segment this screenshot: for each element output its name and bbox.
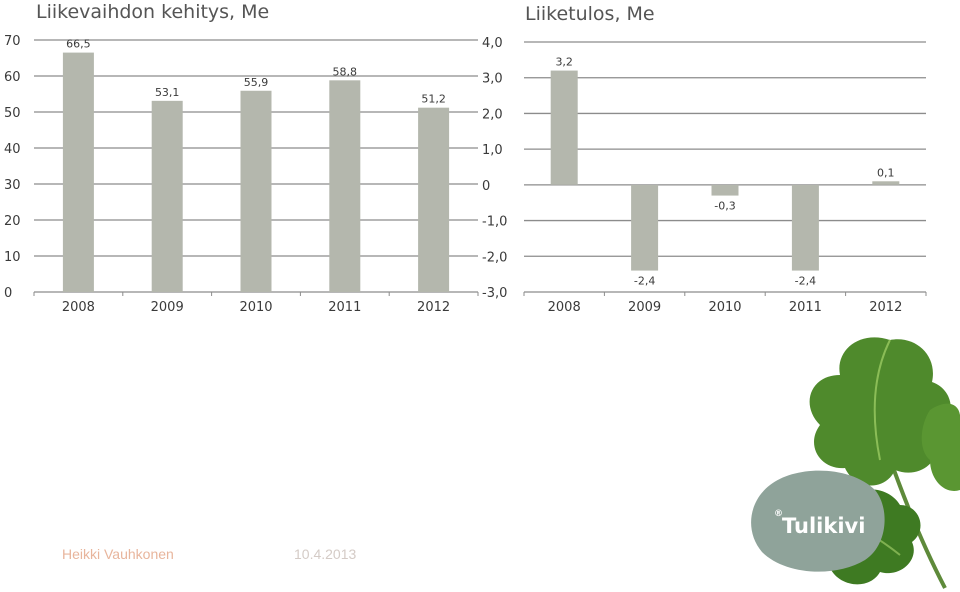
x-tick-label: 2010: [239, 300, 272, 315]
data-label: 51,2: [421, 93, 446, 106]
data-label: 0,1: [877, 166, 895, 179]
y-tick-label: -3,0: [482, 286, 507, 301]
bar-2010: [711, 184, 739, 196]
footer-author: Heikki Vauhkonen: [62, 546, 174, 562]
data-label: 3,2: [555, 56, 573, 69]
x-tick-label: 2009: [151, 300, 184, 315]
revenue-chart-title: Liikevaihdon kehitys, Me: [36, 1, 269, 23]
data-label: 53,1: [155, 86, 180, 99]
y-tick-label: 70: [4, 34, 21, 49]
bar-2010: [240, 90, 272, 292]
x-tick-label: 2008: [62, 300, 95, 315]
y-tick-label: 4,0: [482, 36, 503, 51]
y-tick-label: 60: [4, 70, 21, 85]
bar-2012: [418, 107, 450, 293]
x-tick-label: 2011: [328, 300, 361, 315]
y-tick-label: 2,0: [482, 107, 503, 122]
y-tick-label: 30: [4, 178, 21, 193]
footer-date: 10.4.2013: [294, 546, 357, 562]
y-tick-label: 1,0: [482, 143, 503, 158]
bar-2009: [151, 100, 183, 292]
data-label: -2,4: [634, 275, 655, 288]
operating-result-chart-title: Liiketulos, Me: [525, 3, 655, 25]
tulikivi-logo-icon: [751, 470, 885, 572]
x-tick-label: 2011: [789, 300, 822, 315]
bar-2008: [62, 52, 94, 292]
bar-2011: [329, 80, 361, 292]
y-tick-label: -1,0: [482, 215, 507, 230]
y-tick-label: 50: [4, 106, 21, 121]
bar-2009: [631, 184, 659, 271]
revenue-chart: Liikevaihdon kehitys, Me 0 10 20 30 40 50 60 70…: [4, 1, 479, 315]
x-tick-label: 2009: [628, 300, 661, 315]
data-label: -0,3: [714, 200, 735, 213]
x-tick-label: 2012: [417, 300, 450, 315]
parsley-leaf-decoration: ® Tulikivi: [751, 337, 960, 589]
data-label: 58,8: [333, 65, 358, 78]
bar-2008: [550, 70, 578, 185]
logo-registered-mark: ®: [774, 509, 783, 519]
x-tick-label: 2010: [708, 300, 741, 315]
y-tick-label: 10: [4, 250, 21, 265]
data-label: -2,4: [795, 275, 816, 288]
y-tick-label: 0: [482, 179, 490, 194]
y-tick-label: 0: [4, 286, 12, 301]
bar-2012: [872, 181, 900, 185]
operating-result-chart: Liiketulos, Me -3,0 -2,0 -1,0 0 1,0 2,0 3,0 4,0…: [482, 3, 927, 315]
y-tick-label: 40: [4, 142, 21, 157]
bar-2011: [791, 184, 819, 271]
y-tick-label: 20: [4, 214, 21, 229]
y-tick-label: -2,0: [482, 250, 507, 265]
logo-text: Tulikivi: [782, 514, 865, 538]
x-tick-label: 2012: [869, 300, 902, 315]
x-tick-label: 2008: [548, 300, 581, 315]
data-label: 55,9: [244, 76, 269, 89]
data-label: 66,5: [66, 38, 91, 51]
y-tick-label: 3,0: [482, 72, 503, 87]
